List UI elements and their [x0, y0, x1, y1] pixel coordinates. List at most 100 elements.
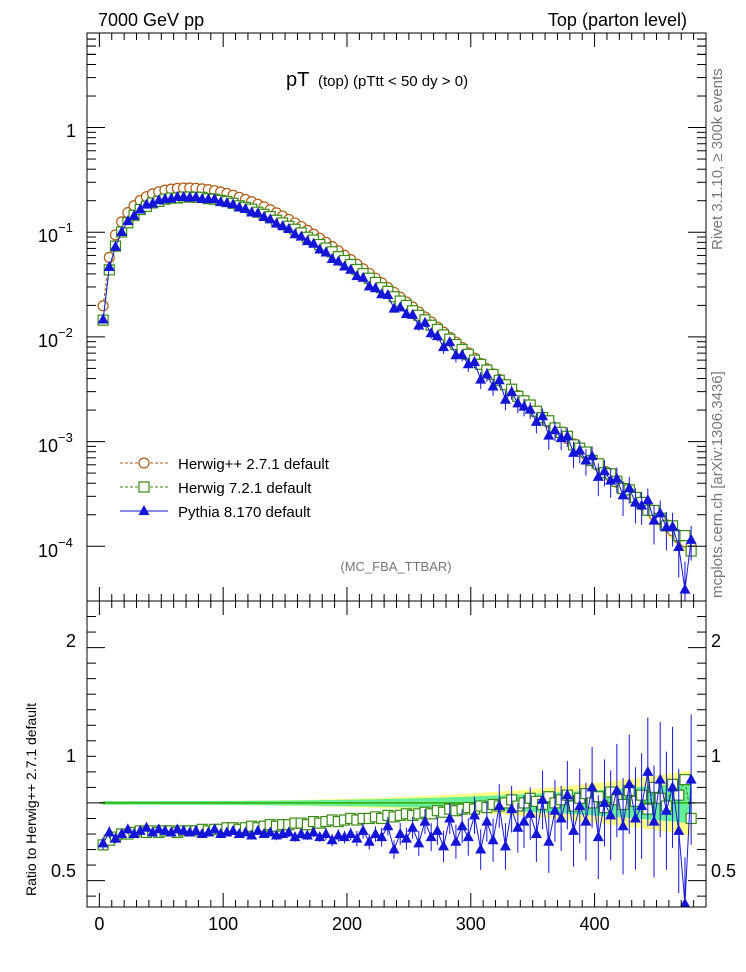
data-point-pythia — [493, 374, 505, 385]
ratio-y-tick-2-right: 2 — [711, 631, 721, 651]
ratio-point-pythia — [109, 832, 121, 843]
ratio-point-pythia — [246, 829, 258, 840]
ratio-point-pythia — [97, 837, 109, 848]
ratio-point-pythia — [388, 843, 400, 854]
ratio-point-pythia — [407, 821, 419, 832]
data-point-pythia — [128, 209, 140, 220]
rivet-label: Rivet 3.1.10, ≥ 300k events — [709, 68, 726, 250]
ratio-point-pythia — [159, 824, 171, 835]
main-band-yellow — [103, 187, 692, 557]
ratio-point-pythia — [660, 804, 672, 815]
data-point-pythia — [419, 316, 431, 327]
data-point-pythia — [438, 341, 450, 352]
svg-text:10: 10 — [38, 226, 58, 246]
ratio-point-pythia — [153, 823, 165, 834]
ratio-point-pythia — [568, 824, 580, 835]
data-point-pythia — [561, 430, 573, 441]
svg-text:10: 10 — [38, 436, 58, 456]
data-point-pythia — [549, 424, 561, 435]
data-point-pythia — [636, 499, 648, 510]
ratio-point-pythia — [400, 832, 412, 843]
ratio-point-pythia — [468, 809, 480, 820]
data-point-pythia — [147, 197, 159, 208]
data-point-pythia — [301, 235, 313, 246]
ratio-point-pythia — [512, 821, 524, 832]
data-point-pythia — [326, 253, 338, 264]
ratio-point-pythia — [654, 773, 666, 784]
data-point-pythia — [103, 260, 115, 271]
ratio-y-tick-0.5: 0.5 — [51, 861, 76, 881]
data-point-pythia — [431, 330, 443, 341]
data-point-pythia — [617, 489, 629, 500]
legend-entry-herwigpp: Herwig++ 2.7.1 default — [120, 456, 330, 473]
svg-text:−1: −1 — [58, 220, 73, 235]
data-point-pythia — [258, 211, 270, 222]
ratio-point-pythia — [419, 815, 431, 826]
data-point-pythia — [499, 393, 511, 404]
data-point-pythia — [190, 191, 202, 202]
data-point-pythia — [270, 217, 282, 228]
main-band-green — [103, 187, 692, 553]
ratio-point-pythia — [345, 827, 357, 838]
data-point-pythia — [233, 201, 245, 212]
data-point-pythia — [530, 415, 542, 426]
ratio-point-pythia — [376, 831, 388, 842]
data-point-pythia — [524, 403, 536, 414]
data-point-pythia — [648, 514, 660, 525]
data-point-pythia — [425, 327, 437, 338]
data-point-pythia — [351, 270, 363, 281]
ratio-y-tick-1: 1 — [66, 746, 76, 766]
ratio-point-pythia — [475, 843, 487, 854]
ratio-point-pythia — [140, 821, 152, 832]
ratio-point-pythia — [122, 823, 134, 834]
svg-text:Pythia 8.170 default: Pythia 8.170 default — [178, 504, 311, 521]
data-point-herwig7 — [679, 529, 691, 542]
data-point-pythia — [475, 373, 487, 384]
data-point-herwigpp — [97, 300, 109, 312]
ratio-point-pythia — [636, 800, 648, 811]
y-tick-label-0.1: 10 −1 — [38, 220, 73, 246]
data-point-pythia — [611, 472, 623, 483]
ratio-point-pythia — [549, 804, 561, 815]
data-point-pythia — [369, 282, 381, 293]
ratio-point-pythia — [147, 826, 159, 837]
data-point-pythia — [97, 313, 109, 324]
x-tick-label: 100 — [208, 914, 238, 934]
ratio-point-pythia — [178, 824, 190, 835]
legend-entry-pythia: Pythia 8.170 default — [120, 504, 311, 521]
ratio-point-pythia — [530, 827, 542, 838]
svg-text:(top) (pTtt < 50 dy > 0): (top) (pTtt < 50 dy > 0) — [318, 73, 468, 90]
ratio-point-pythia — [283, 826, 295, 837]
data-point-pythia — [283, 223, 295, 234]
ratio-point-pythia — [227, 824, 239, 835]
data-point-pythia — [289, 228, 301, 239]
svg-text:Herwig++ 2.7.1 default: Herwig++ 2.7.1 default — [178, 456, 330, 473]
ratio-point-pythia — [605, 809, 617, 820]
data-point-pythia — [295, 230, 307, 241]
ratio-point-pythia — [314, 831, 326, 842]
series-line-herwig7 — [102, 196, 692, 552]
y-tick-label-0.0001: 10 −4 — [38, 535, 73, 561]
ratio-ylabel: Ratio to Herwig++ 2.7.1 default — [23, 703, 39, 896]
ratio-point-pythia — [351, 832, 363, 843]
main-panel: 1 10 −1 10 −2 10 −3 10 −4 pT (top) (pTtt… — [38, 32, 707, 602]
ratio-point-pythia — [506, 803, 518, 814]
data-point-pythia — [543, 429, 555, 440]
series-line-pythia — [102, 196, 692, 590]
data-point-pythia — [277, 220, 289, 231]
ratio-point-pythia — [438, 840, 450, 851]
ratio-point-pythia — [308, 826, 320, 837]
ratio-y-tick-2: 2 — [66, 631, 76, 651]
ratio-point-pythia — [320, 827, 332, 838]
ratio-point-pythia — [239, 826, 251, 837]
data-point-pythia — [679, 583, 691, 594]
y-tick-label-0.01: 10 −2 — [38, 325, 73, 351]
data-point-pythia — [592, 470, 604, 481]
ratio-point-pythia — [425, 831, 437, 842]
ratio-point-pythia — [617, 820, 629, 831]
ratio-point-pythia — [103, 826, 115, 837]
svg-text:10: 10 — [38, 541, 58, 561]
ratio-point-pythia — [165, 826, 177, 837]
legend: Herwig++ 2.7.1 default Herwig 7.2.1 defa… — [120, 456, 330, 521]
data-point-pythia — [109, 240, 121, 251]
